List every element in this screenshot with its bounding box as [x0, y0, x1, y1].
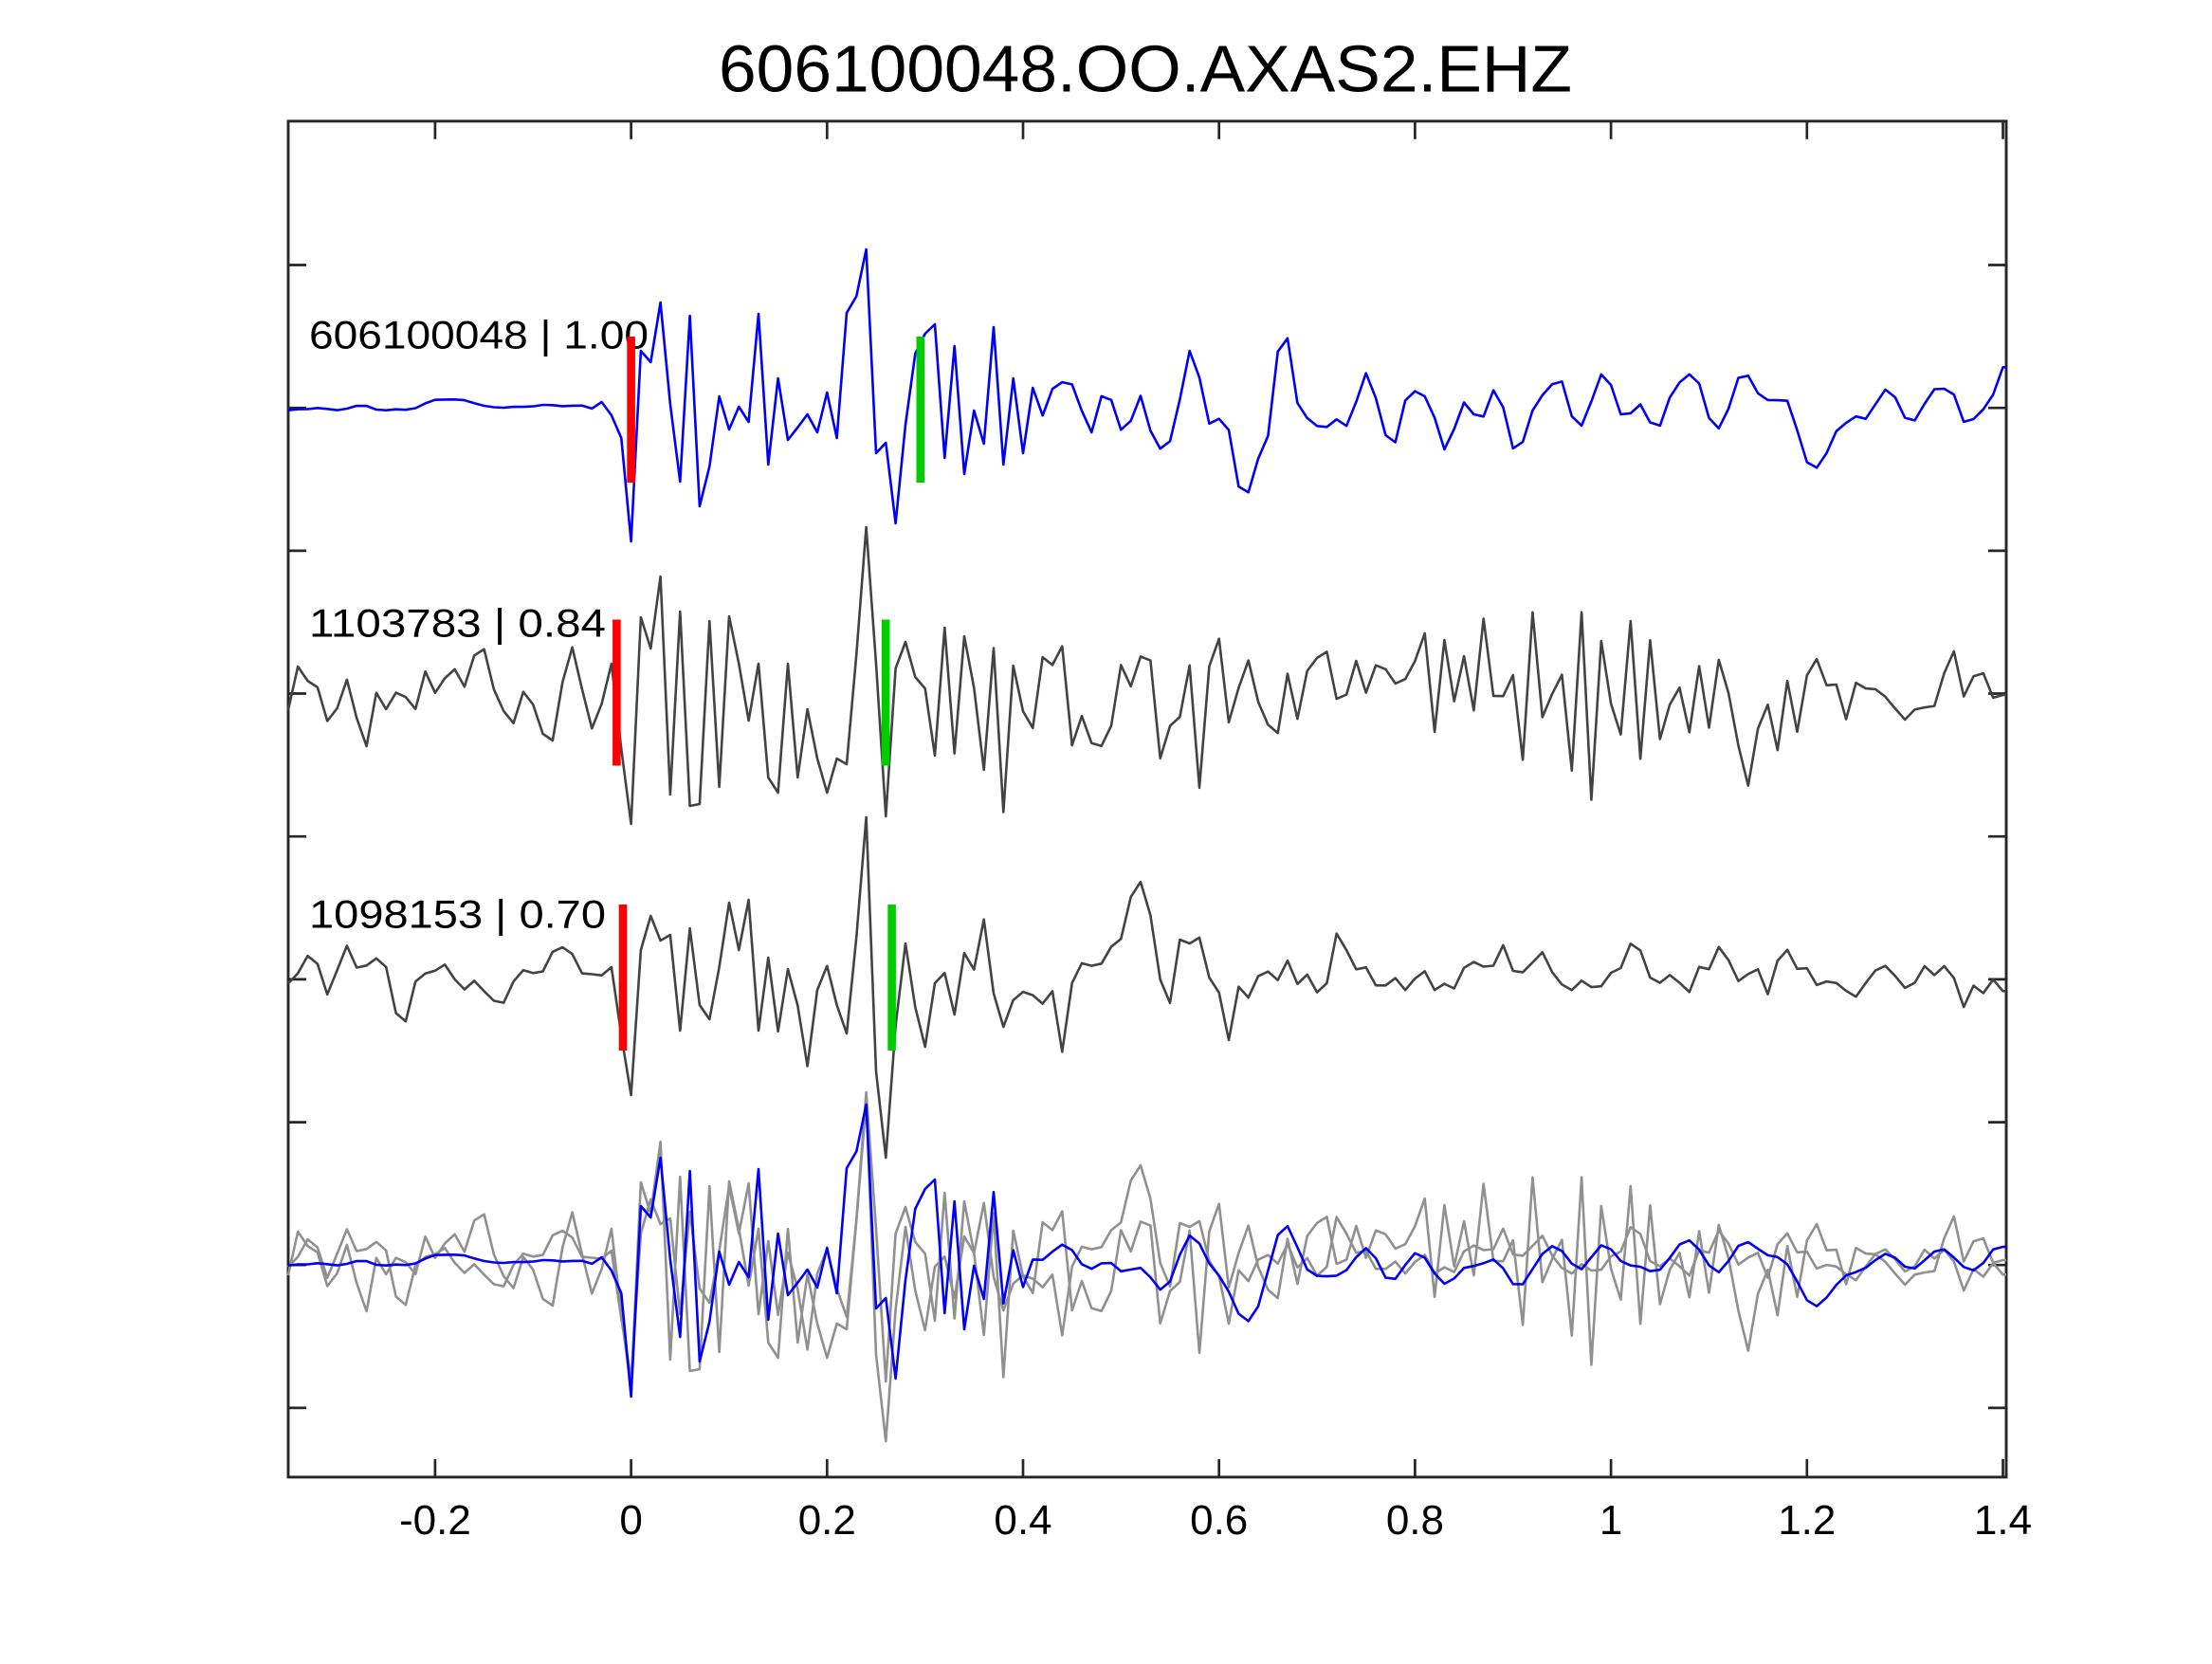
svg-text:0.4: 0.4: [994, 1497, 1051, 1544]
svg-text:606100048 | 1.00: 606100048 | 1.00: [309, 313, 649, 357]
svg-text:0.8: 0.8: [1386, 1497, 1444, 1544]
svg-text:606100048.OO.AXAS2.EHZ: 606100048.OO.AXAS2.EHZ: [719, 32, 1572, 106]
svg-text:0.6: 0.6: [1190, 1497, 1248, 1544]
svg-text:-0.2: -0.2: [399, 1497, 471, 1544]
svg-text:1.2: 1.2: [1778, 1497, 1836, 1544]
svg-text:0.2: 0.2: [798, 1497, 856, 1544]
svg-text:1.4: 1.4: [1974, 1497, 2032, 1544]
svg-text:0: 0: [619, 1497, 642, 1544]
svg-text:1: 1: [1600, 1497, 1622, 1544]
svg-text:1098153 | 0.70: 1098153 | 0.70: [309, 892, 606, 937]
svg-text:1103783 | 0.84: 1103783 | 0.84: [309, 601, 606, 646]
